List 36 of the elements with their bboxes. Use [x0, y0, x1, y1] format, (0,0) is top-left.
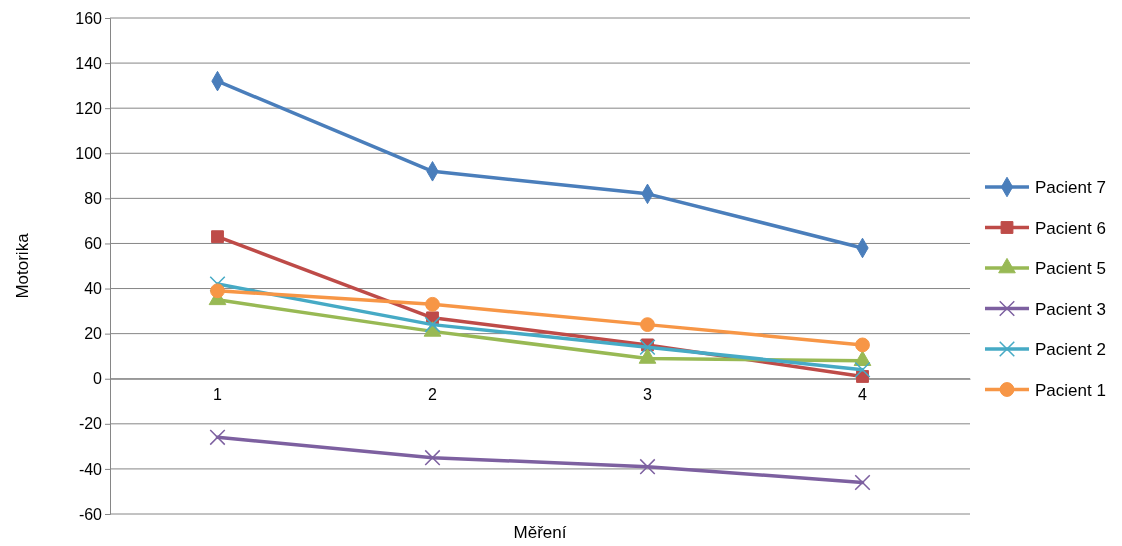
- x-axis-title: Měření: [513, 523, 567, 542]
- legend-label: Pacient 7: [1035, 178, 1106, 197]
- legend-label: Pacient 3: [1035, 299, 1106, 319]
- point: [210, 283, 225, 299]
- point: [855, 337, 870, 353]
- y-tick-label: 80: [84, 189, 103, 207]
- y-tick-label: 0: [93, 370, 103, 388]
- legend-label: Pacient 5: [1035, 259, 1106, 278]
- y-tick-label: 20: [84, 325, 103, 343]
- point: [854, 474, 871, 491]
- point: [425, 296, 440, 312]
- y-axis-title: Motorika: [13, 232, 32, 299]
- point: [424, 449, 441, 466]
- y-tick-label: -40: [78, 460, 103, 478]
- x-tick-label: 3: [643, 386, 653, 404]
- y-tick-label: -60: [78, 505, 103, 523]
- y-tick-label: 120: [75, 99, 103, 117]
- x-tick-label: 4: [858, 386, 868, 404]
- point: [209, 429, 226, 446]
- point: [854, 361, 871, 378]
- point: [211, 230, 224, 244]
- point: [424, 316, 441, 333]
- x-tick-label: 2: [428, 386, 438, 404]
- y-tick-label: 40: [84, 280, 103, 298]
- y-tick-label: 160: [75, 9, 103, 27]
- legend-label: Pacient 2: [1035, 340, 1106, 359]
- legend-label: Pacient 6: [1035, 218, 1106, 238]
- point: [639, 339, 656, 356]
- y-tick-label: 100: [75, 144, 103, 162]
- point: [639, 458, 656, 475]
- y-tick-label: -20: [78, 415, 103, 433]
- legend-label: Pacient 1: [1035, 380, 1106, 400]
- point: [640, 317, 655, 333]
- x-tick-label: 1: [213, 386, 223, 404]
- y-tick-label: 140: [75, 54, 103, 72]
- y-tick-label: 60: [84, 235, 103, 253]
